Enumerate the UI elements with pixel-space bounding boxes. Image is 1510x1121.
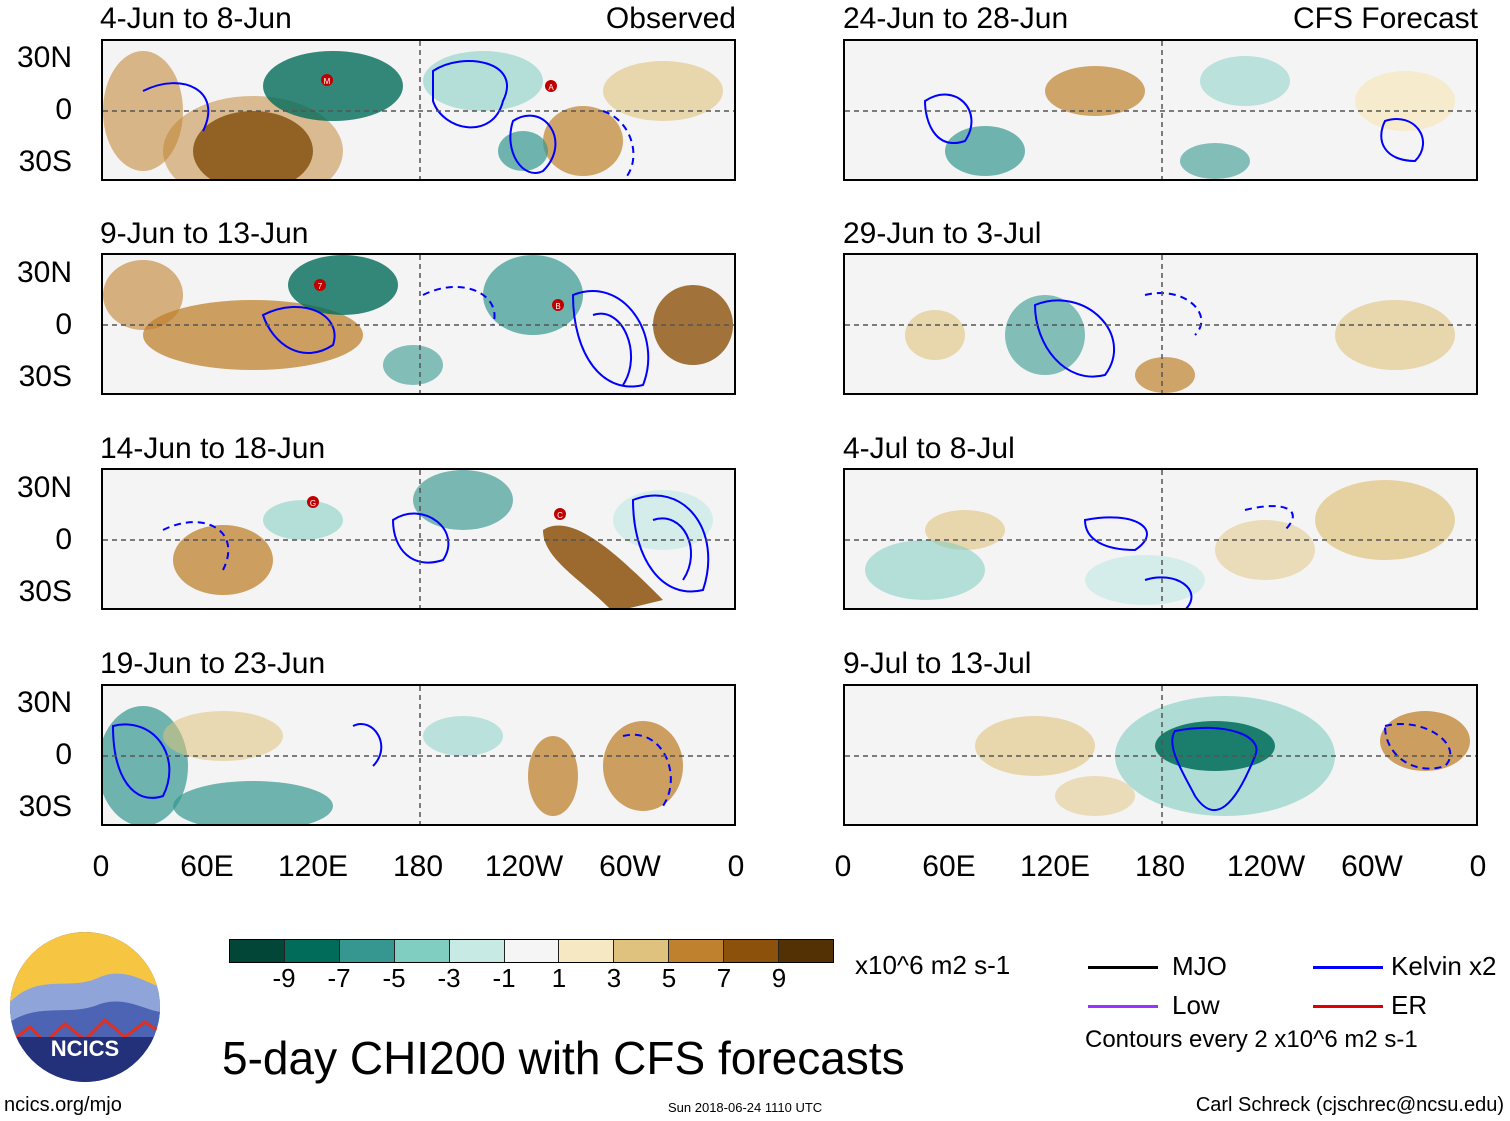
colorbar-label: 7	[716, 963, 732, 993]
lon-label-60w: 60W	[599, 850, 661, 883]
observed-header: Observed	[605, 2, 736, 35]
storm-marker-m: M	[324, 77, 331, 86]
lat-label-0: 0	[55, 523, 72, 556]
colorbar-swatch	[779, 940, 833, 962]
colorbar-swatch	[449, 940, 505, 962]
lon-label-180: 180	[1134, 850, 1186, 883]
storm-marker-c: C	[557, 511, 563, 520]
lon-label-180: 180	[392, 850, 444, 883]
map-panel-6	[843, 253, 1478, 395]
logo-text: NCICS	[51, 1036, 119, 1061]
storm-marker-g: G	[310, 499, 316, 508]
colorbar-swatch	[230, 940, 285, 962]
ncics-logo: NCICS	[10, 932, 160, 1082]
panel-title-4: 19-Jun to 23-Jun	[100, 647, 326, 680]
colorbar-label: 9	[771, 963, 787, 993]
map-panel-7	[843, 468, 1478, 610]
colorbar-label: -7	[327, 963, 351, 993]
panel-title-1: 4-Jun to 8-Jun	[100, 2, 292, 35]
footer-url: ncics.org/mjo	[4, 1094, 122, 1116]
colorbar-swatch	[724, 940, 780, 962]
footer-timestamp: Sun 2018-06-24 1110 UTC	[668, 1100, 823, 1115]
lon-label-0: 0	[727, 850, 745, 883]
legend-line-kelvin	[1313, 966, 1383, 969]
lon-label-0: 0	[834, 850, 852, 883]
colorbar-label: -3	[437, 963, 461, 993]
colorbar-label: -1	[492, 963, 516, 993]
legend-line-mjo	[1088, 966, 1158, 969]
map-panel-4	[101, 684, 736, 826]
panel-title-8: 9-Jul to 13-Jul	[843, 647, 1032, 680]
lat-label-30s: 30S	[18, 575, 72, 608]
lat-label-30n: 30N	[16, 256, 72, 289]
legend-label-mjo: MJO	[1172, 951, 1227, 981]
colorbar-label: 3	[606, 963, 622, 993]
colorbar-units: x10^6 m2 s-1	[855, 950, 1011, 980]
lat-label-0: 0	[55, 308, 72, 341]
legend-line-er	[1313, 1005, 1383, 1008]
colorbar-label: 1	[551, 963, 567, 993]
colorbar-swatch	[394, 940, 450, 962]
contour-note: Contours every 2 x10^6 m2 s-1	[1085, 1026, 1418, 1053]
map-panel-2: 7 B	[101, 253, 736, 395]
map-panel-5	[843, 39, 1478, 181]
colorbar-swatch	[669, 940, 725, 962]
lat-label-30s: 30S	[18, 145, 72, 178]
colorbar-swatch	[614, 940, 670, 962]
map-panel-3: G C	[101, 468, 736, 610]
lat-label-0: 0	[55, 738, 72, 771]
lat-label-30n: 30N	[16, 471, 72, 504]
panel-title-6: 29-Jun to 3-Jul	[843, 217, 1042, 250]
lon-label-120w: 120W	[484, 850, 564, 883]
lon-label-0: 0	[92, 850, 110, 883]
footer-author: Carl Schreck (cjschrec@ncsu.edu)	[1195, 1094, 1504, 1116]
lat-label-30s: 30S	[18, 360, 72, 393]
colorbar-label: 5	[661, 963, 677, 993]
map-panel-1: M A	[101, 39, 736, 181]
colorbar	[229, 939, 834, 963]
legend-label-low: Low	[1172, 990, 1220, 1020]
lon-label-120w: 120W	[1226, 850, 1306, 883]
lon-label-60e: 60E	[922, 850, 976, 883]
panel-title-5: 24-Jun to 28-Jun	[843, 2, 1069, 35]
storm-marker-b: B	[555, 302, 560, 311]
main-title: 5-day CHI200 with CFS forecasts	[222, 1032, 905, 1084]
legend-label-er: ER	[1391, 990, 1428, 1020]
lon-label-120e: 120E	[277, 850, 349, 883]
lat-label-30n: 30N	[16, 686, 72, 719]
cfs-forecast-header: CFS Forecast	[1292, 2, 1478, 35]
storm-marker-7: 7	[318, 282, 323, 291]
colorbar-swatch	[504, 940, 560, 962]
colorbar-label: -5	[382, 963, 406, 993]
storm-marker-a: A	[548, 83, 554, 92]
lon-label-120e: 120E	[1019, 850, 1091, 883]
map-panel-8	[843, 684, 1478, 826]
legend-label-kelvin: Kelvin x2	[1391, 951, 1497, 981]
colorbar-swatch	[339, 940, 395, 962]
lon-label-60w: 60W	[1341, 850, 1403, 883]
lon-label-0: 0	[1469, 850, 1487, 883]
lat-label-0: 0	[55, 93, 72, 126]
panel-title-7: 4-Jul to 8-Jul	[843, 432, 1015, 465]
lat-label-30s: 30S	[18, 790, 72, 823]
lon-label-60e: 60E	[180, 850, 234, 883]
colorbar-label: -9	[272, 963, 296, 993]
colorbar-swatch	[284, 940, 340, 962]
panel-title-3: 14-Jun to 18-Jun	[100, 432, 326, 465]
lat-label-30n: 30N	[16, 41, 72, 74]
legend-line-low	[1088, 1005, 1158, 1008]
panel-title-2: 9-Jun to 13-Jun	[100, 217, 309, 250]
colorbar-swatch	[559, 940, 615, 962]
